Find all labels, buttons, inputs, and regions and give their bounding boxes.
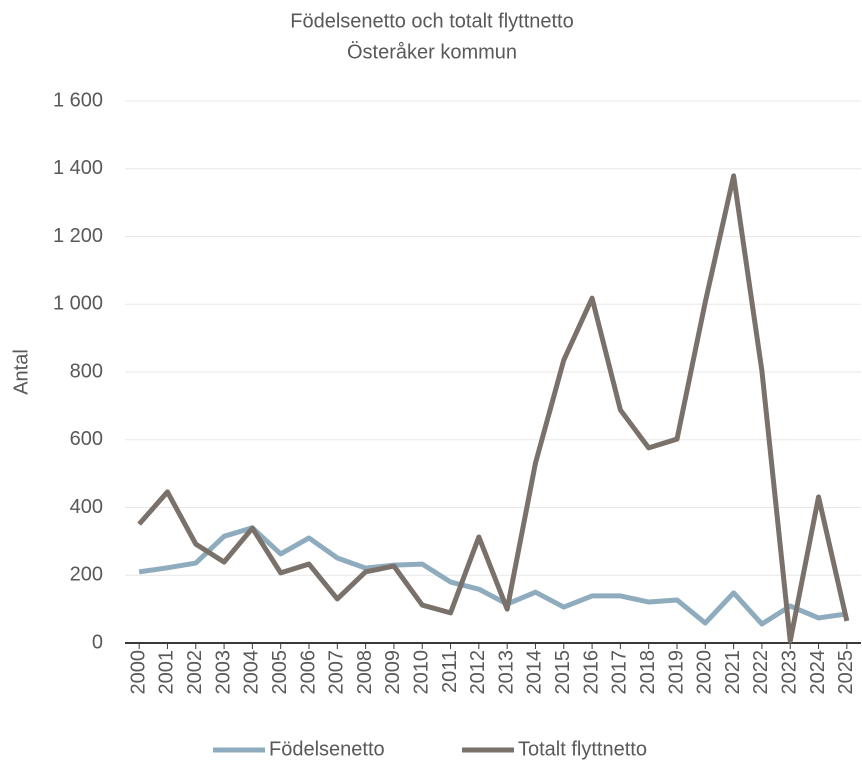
chart-title: Födelsenetto och totalt flyttnetto xyxy=(290,10,574,32)
y-axis-label: Antal xyxy=(10,349,32,395)
x-tick-label: 2008 xyxy=(354,650,376,695)
x-tick-label: 2001 xyxy=(156,650,178,695)
legend-label: Totalt flyttnetto xyxy=(518,738,647,760)
x-tick-label: 2021 xyxy=(722,650,744,695)
x-tick-label: 2019 xyxy=(665,650,687,695)
legend-label: Födelsenetto xyxy=(269,738,385,760)
y-tick-label: 1 000 xyxy=(53,293,103,315)
y-tick-label: 1 600 xyxy=(53,89,103,111)
x-tick-label: 2014 xyxy=(524,650,546,695)
chart-subtitle: Österåker kommun xyxy=(347,41,517,63)
x-tick-label: 2025 xyxy=(835,650,857,695)
y-tick-label: 200 xyxy=(70,564,103,586)
x-tick-label: 2017 xyxy=(609,650,631,695)
x-tick-label: 2000 xyxy=(127,650,149,695)
x-tick-label: 2023 xyxy=(779,650,801,695)
x-tick-label: 2010 xyxy=(411,650,433,695)
y-tick-label: 800 xyxy=(70,360,103,382)
y-tick-label: 600 xyxy=(70,428,103,450)
x-tick-label: 2012 xyxy=(467,650,489,695)
x-tick-label: 2013 xyxy=(495,650,517,695)
x-tick-label: 2016 xyxy=(580,650,602,695)
x-tick-label: 2002 xyxy=(184,650,206,695)
x-tick-label: 2024 xyxy=(807,650,829,695)
y-tick-label: 1 200 xyxy=(53,225,103,247)
x-tick-label: 2020 xyxy=(694,650,716,695)
y-tick-label: 1 400 xyxy=(53,157,103,179)
x-tick-label: 2009 xyxy=(382,650,404,695)
x-tick-label: 2018 xyxy=(637,650,659,695)
y-tick-label: 0 xyxy=(92,631,103,653)
x-tick-label: 2011 xyxy=(439,650,461,693)
x-tick-label: 2005 xyxy=(269,650,291,695)
x-tick-label: 2015 xyxy=(552,650,574,695)
series-line xyxy=(137,173,850,644)
y-tick-label: 400 xyxy=(70,496,103,518)
x-tick-label: 2006 xyxy=(297,650,319,695)
x-tick-label: 2007 xyxy=(326,650,348,695)
x-tick-label: 2022 xyxy=(750,650,772,695)
x-tick-label: 2004 xyxy=(241,650,263,695)
x-tick-label: 2003 xyxy=(212,650,234,695)
